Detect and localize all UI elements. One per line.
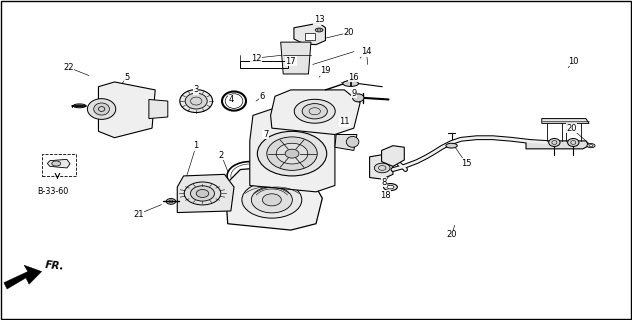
Ellipse shape [587, 144, 595, 148]
Ellipse shape [225, 94, 243, 108]
Text: 13: 13 [314, 15, 324, 24]
Text: 1: 1 [193, 141, 199, 150]
Polygon shape [335, 134, 357, 150]
Ellipse shape [315, 28, 323, 32]
Text: 8: 8 [382, 178, 387, 187]
Ellipse shape [242, 181, 302, 218]
Text: 20: 20 [566, 124, 576, 132]
Ellipse shape [185, 93, 207, 109]
Text: 3: 3 [193, 85, 199, 94]
Text: 20: 20 [446, 230, 457, 239]
Ellipse shape [231, 164, 269, 188]
Ellipse shape [343, 81, 358, 86]
Polygon shape [281, 42, 311, 74]
Ellipse shape [87, 99, 116, 119]
Polygon shape [370, 154, 393, 179]
Ellipse shape [94, 103, 109, 115]
Text: 9: 9 [351, 89, 356, 98]
Polygon shape [47, 159, 70, 168]
Text: 2: 2 [219, 151, 224, 160]
Ellipse shape [166, 198, 176, 204]
Ellipse shape [262, 194, 281, 206]
Text: 12: 12 [251, 53, 262, 62]
Polygon shape [382, 146, 404, 166]
Polygon shape [224, 166, 322, 230]
Ellipse shape [295, 99, 335, 123]
Ellipse shape [257, 131, 327, 176]
Ellipse shape [190, 186, 214, 201]
Ellipse shape [276, 143, 308, 164]
Ellipse shape [346, 136, 359, 147]
Ellipse shape [52, 161, 61, 166]
Ellipse shape [387, 185, 394, 189]
Text: 6: 6 [260, 92, 265, 101]
Ellipse shape [184, 182, 221, 205]
Polygon shape [294, 23, 325, 45]
Ellipse shape [374, 163, 390, 173]
Ellipse shape [446, 143, 458, 148]
Polygon shape [99, 82, 155, 138]
Ellipse shape [196, 189, 209, 197]
Text: B-33-60: B-33-60 [37, 188, 69, 196]
Bar [42, 154, 76, 176]
Ellipse shape [384, 184, 398, 191]
Text: 7: 7 [263, 130, 268, 139]
Ellipse shape [267, 137, 317, 170]
Text: 14: 14 [362, 47, 372, 56]
Ellipse shape [73, 104, 86, 108]
Ellipse shape [317, 29, 321, 31]
Text: 16: 16 [348, 73, 359, 82]
Text: 21: 21 [133, 210, 143, 219]
Text: FR.: FR. [45, 260, 65, 272]
Ellipse shape [302, 104, 327, 119]
Polygon shape [177, 174, 234, 212]
Polygon shape [526, 141, 589, 149]
Text: 11: 11 [339, 117, 349, 126]
Text: 4: 4 [228, 95, 233, 104]
Text: 18: 18 [380, 190, 391, 200]
Text: 17: 17 [286, 57, 296, 66]
Ellipse shape [549, 139, 560, 147]
Polygon shape [542, 119, 589, 123]
Polygon shape [4, 265, 42, 289]
Polygon shape [305, 33, 315, 40]
Polygon shape [250, 109, 335, 192]
Ellipse shape [353, 94, 364, 102]
Text: 20: 20 [344, 28, 354, 37]
Ellipse shape [252, 187, 293, 213]
Text: 10: 10 [568, 57, 578, 66]
Ellipse shape [568, 139, 579, 147]
Polygon shape [270, 90, 360, 134]
Text: 19: 19 [320, 66, 331, 75]
Text: 22: 22 [64, 63, 74, 72]
Polygon shape [149, 100, 168, 119]
Text: 5: 5 [125, 73, 130, 82]
Text: 15: 15 [461, 159, 471, 168]
Ellipse shape [179, 90, 212, 113]
Ellipse shape [589, 145, 593, 147]
Ellipse shape [285, 149, 299, 158]
